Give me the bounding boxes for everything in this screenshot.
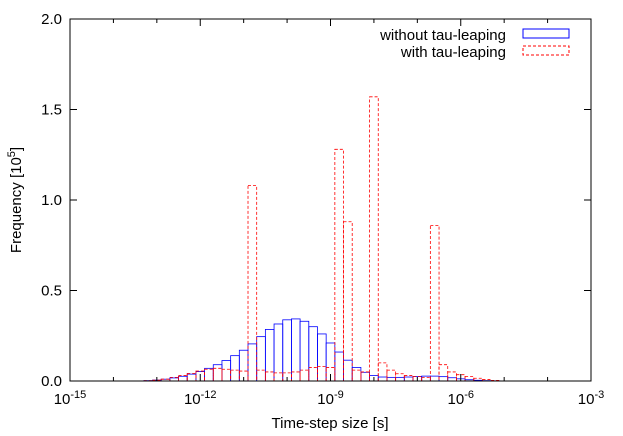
bar	[212, 367, 223, 382]
x-axis: 10-15 10-12 10-9 10-6 10-3	[54, 19, 604, 408]
bar	[308, 367, 318, 382]
bar	[464, 376, 475, 382]
bar	[421, 376, 431, 382]
y-tick-label: 0.5	[41, 283, 62, 300]
bar	[230, 355, 240, 382]
bar	[360, 371, 370, 382]
series-without-tau-leaping	[143, 318, 501, 382]
bar	[186, 372, 197, 382]
bar	[429, 224, 440, 382]
bar	[421, 375, 431, 382]
bar	[204, 367, 214, 382]
bar	[264, 371, 275, 382]
bar	[317, 333, 327, 382]
bar	[403, 375, 414, 382]
bar	[221, 360, 232, 382]
bar	[395, 376, 405, 382]
bar	[273, 323, 284, 382]
bar	[204, 368, 214, 382]
y-axis: 0.0 0.5 1.0 1.5 2.0	[41, 11, 591, 390]
bar	[343, 221, 353, 382]
plot-bars	[143, 96, 501, 382]
x-tick-label: 10-15	[54, 389, 87, 408]
bar	[377, 362, 388, 382]
bar	[438, 364, 449, 382]
bar	[160, 378, 171, 382]
bar	[386, 369, 397, 382]
bar	[247, 343, 258, 382]
x-axis-label: Time-step size [s]	[272, 415, 389, 432]
x-tick-label: 10-9	[317, 389, 343, 408]
legend-swatch	[522, 28, 570, 39]
bar	[299, 320, 310, 382]
bar	[178, 375, 188, 382]
legend-label: without tau-leaping	[379, 27, 506, 44]
bar	[343, 359, 353, 382]
bar	[386, 376, 397, 382]
y-tick-label: 0.0	[41, 373, 62, 390]
bar	[282, 319, 292, 382]
bar	[438, 376, 449, 382]
bar	[403, 376, 414, 382]
bar	[351, 367, 362, 382]
y-axis-label: Frequency [105]	[6, 147, 25, 253]
y-tick-label: 2.0	[41, 11, 62, 28]
bar	[377, 376, 388, 382]
bar	[351, 369, 362, 382]
bar	[256, 336, 266, 382]
bar	[308, 326, 318, 382]
bar	[360, 371, 370, 382]
bar	[334, 351, 344, 382]
bar	[317, 366, 327, 382]
x-tick-label: 10-6	[448, 389, 474, 408]
bar	[273, 372, 284, 382]
bar	[334, 148, 344, 382]
bar	[238, 349, 249, 382]
bar	[247, 185, 258, 382]
bar	[212, 364, 223, 382]
bar	[299, 369, 310, 382]
series-with-tau-leaping	[143, 96, 501, 382]
bar	[221, 368, 232, 382]
plot-frame	[69, 18, 592, 382]
bar	[230, 369, 240, 382]
bar	[186, 373, 197, 382]
y-tick-label: 1.5	[41, 102, 62, 119]
x-tick-label: 10-3	[578, 389, 604, 408]
legend-swatch	[522, 45, 570, 56]
y-tick-label: 1.0	[41, 192, 62, 209]
legend-label: with tau-leaping	[400, 44, 506, 61]
bar	[291, 371, 301, 382]
bar	[429, 375, 440, 382]
bar	[256, 369, 266, 382]
bar	[264, 329, 275, 382]
bar	[369, 96, 379, 382]
x-tick-label: 10-12	[184, 389, 217, 408]
bar	[447, 371, 457, 382]
